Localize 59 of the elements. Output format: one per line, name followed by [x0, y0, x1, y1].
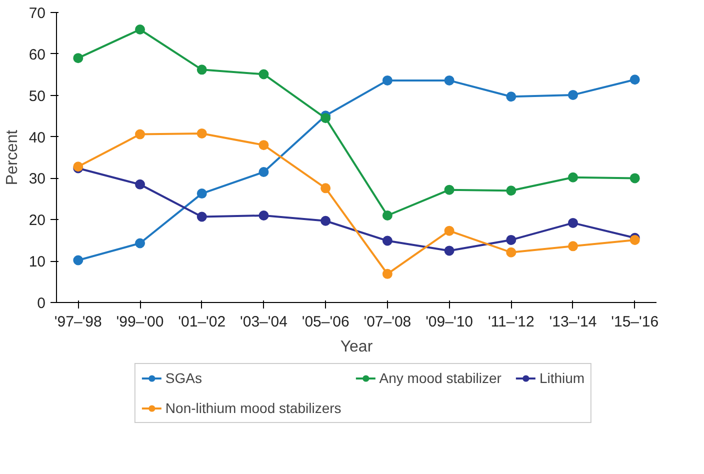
x-tick-label: '03–'04	[240, 314, 288, 330]
y-tick-label: 40	[28, 129, 46, 146]
y-tick-label: 30	[28, 170, 46, 188]
point	[196, 128, 207, 138]
point	[196, 212, 207, 222]
point	[506, 186, 516, 196]
point	[320, 216, 331, 226]
point	[444, 75, 454, 86]
y-axis-title: Percent	[4, 129, 21, 186]
point	[382, 268, 392, 279]
x-tick-label: '01–'02	[178, 314, 226, 330]
y-tick-label: 70	[28, 5, 46, 22]
point	[506, 234, 516, 245]
point	[506, 92, 516, 102]
point	[320, 183, 331, 194]
point	[135, 129, 146, 140]
point	[320, 113, 331, 124]
point	[444, 226, 454, 236]
point	[444, 246, 454, 256]
legend-label: Lithium	[539, 370, 585, 386]
point	[196, 188, 207, 199]
point	[135, 179, 146, 190]
point	[258, 210, 269, 220]
x-tick-label: '07–'08	[364, 314, 412, 330]
y-tick-label: 60	[28, 46, 46, 64]
x-tick-label: '05–'06	[302, 314, 350, 330]
point	[258, 140, 269, 150]
legend-label: SGAs	[165, 370, 202, 386]
x-tick-label: '15–'16	[611, 314, 659, 330]
point	[382, 75, 392, 86]
x-tick-label: '09–'10	[426, 314, 474, 330]
x-tick-label: '13–'14	[549, 314, 597, 330]
x-tick-label: '11–'12	[488, 314, 534, 330]
point	[568, 90, 578, 100]
point	[196, 64, 207, 75]
point	[258, 167, 269, 177]
legend-label: Non-lithium mood stabilizers	[165, 400, 342, 416]
point	[630, 173, 640, 184]
x-axis-title: Year	[340, 338, 374, 356]
point	[568, 218, 578, 228]
point	[135, 24, 146, 34]
y-tick-label: 0	[37, 295, 46, 312]
point	[382, 236, 392, 246]
y-tick-label: 10	[28, 254, 46, 271]
legend-label: Any mood stabilizer	[379, 370, 502, 386]
x-tick-label: '97–'98	[54, 314, 102, 330]
point	[568, 241, 578, 252]
point	[73, 255, 84, 266]
point	[73, 53, 84, 64]
y-tick-label: 50	[28, 88, 46, 105]
point	[444, 184, 454, 195]
point	[135, 238, 146, 248]
point	[630, 74, 640, 85]
point	[568, 172, 578, 182]
x-tick-label: '99–'00	[116, 314, 164, 330]
point	[382, 210, 392, 220]
y-tick-label: 20	[28, 212, 46, 230]
point	[506, 247, 516, 258]
point	[258, 69, 269, 80]
